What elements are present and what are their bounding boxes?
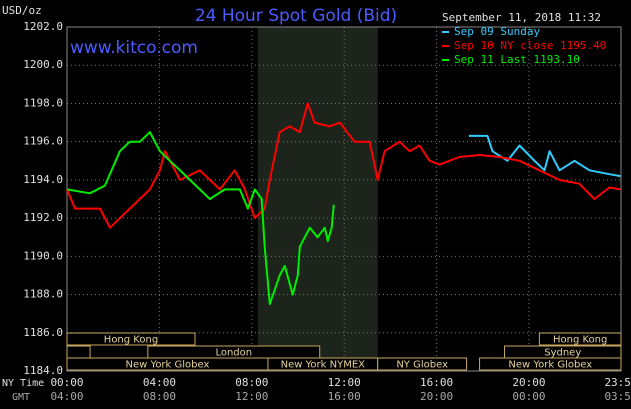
y-tick-label: 1194.0 [23,173,63,186]
y-tick-label: 1196.0 [23,135,63,148]
timestamp: September 11, 2018 11:32 [442,11,601,24]
x2-tick-label: 08:00 [143,390,176,403]
x-tick-label: 08:00 [235,376,268,389]
session-box [377,357,468,371]
y-tick-label: 1184.0 [23,364,63,377]
y-tick-label: 1188.0 [23,288,63,301]
session-box [479,357,622,371]
y-tick-label: 1192.0 [23,211,63,224]
x2-tick-label: 20:00 [420,390,453,403]
x-tick-label: 23:59 [604,376,631,389]
session-box [538,332,622,346]
plot-frame [66,26,622,372]
x2-tick-label: 00:00 [512,390,545,403]
session-label: NY Globex [396,360,448,371]
x-tick-label: 16:00 [420,376,453,389]
x2-tick-label: 12:00 [235,390,268,403]
session-label: New York NYMEX [281,360,366,371]
x2-tick-label: 03:59 [604,390,631,403]
y-tick-label: 1190.0 [23,249,63,262]
session-box [66,332,196,346]
session-box [66,345,91,359]
x-tick-label: 20:00 [512,376,545,389]
chart-title: 24 Hour Spot Gold (Bid) [195,6,397,26]
x2-axis-label: GMT [12,392,30,403]
x2-tick-label: 04:00 [50,390,83,403]
session-label: London [215,348,252,359]
session-label: Sydney [544,348,581,359]
x-tick-label: 12:00 [328,376,361,389]
y-tick-label: 1186.0 [23,326,63,339]
price-line [468,134,621,178]
x-axis-label: NY Time [2,378,44,389]
chart-subtitle: www.kitco.com [70,38,198,58]
y-tick-label: 1200.0 [23,58,63,71]
legend-entry: Sep 11 Last 1193.10 [454,53,580,66]
y-tick-label: 1202.0 [23,20,63,33]
y-axis-label: USD/oz [2,4,42,17]
y-tick-label: 1198.0 [23,96,63,109]
session-label: New York Globex [508,360,592,371]
x-tick-label: 00:00 [50,376,83,389]
x-tick-label: 04:00 [143,376,176,389]
legend-entry: Sep 10 NY close 1195.40 [454,39,606,52]
shaded-range [257,27,378,371]
legend-entry: Sep 09 Sunday [454,25,540,38]
x2-tick-label: 16:00 [328,390,361,403]
price-line [66,131,335,306]
session-label: Hong Kong [553,335,607,346]
session-label: Hong Kong [104,335,158,346]
session-label: New York Globex [126,360,210,371]
